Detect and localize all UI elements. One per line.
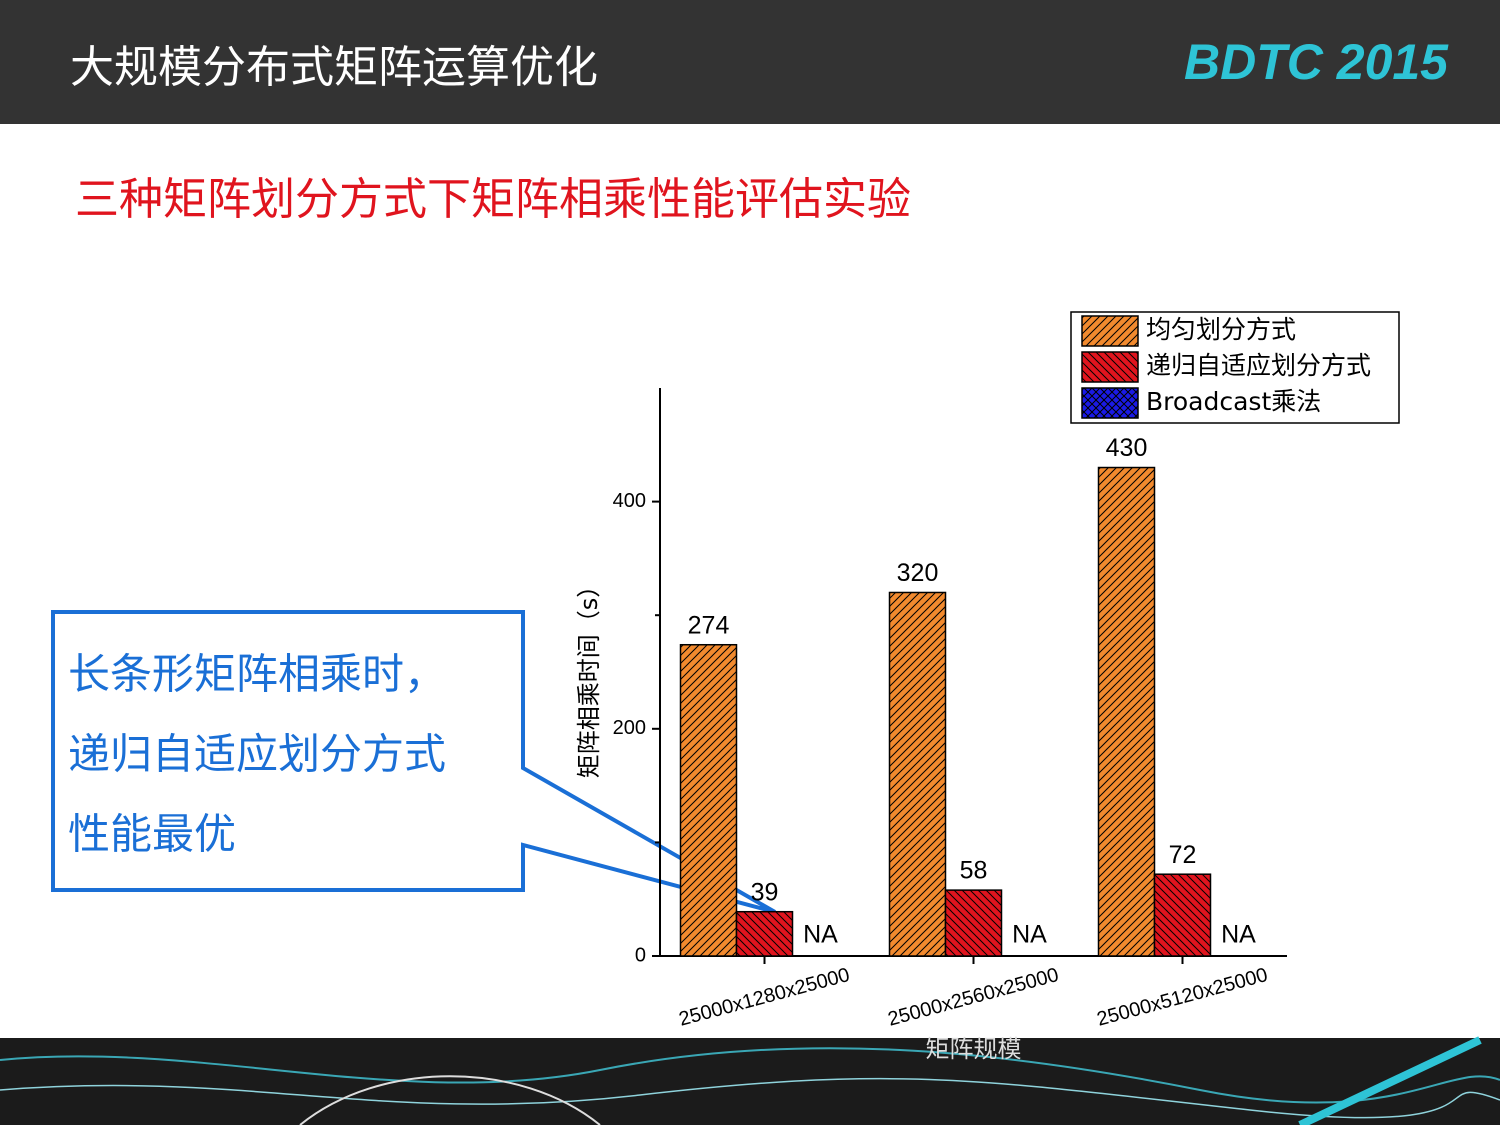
x-axis-label: 矩阵规模 [926,1035,1022,1063]
bar [1097,466,1156,957]
legend-swatch [1081,387,1139,419]
legend-label: 递归自适应划分方式 [1146,351,1371,380]
logo: BDTC 2015 [1184,34,1449,90]
callout-text: 长条形矩阵相乘时， [68,650,446,699]
wave [0,1047,1500,1104]
header-bar [0,0,1500,124]
wave [1298,1036,1482,1125]
bar [679,643,738,957]
value-label: 39 [751,878,779,906]
slide-title: 大规模分布式矩阵运算优化 [70,42,598,93]
callout-box [51,610,776,914]
value-label: 72 [1169,841,1197,869]
value-label: NA [1221,921,1256,949]
legend-swatch [1081,351,1139,383]
value-label: 320 [897,559,939,587]
value-label: 58 [960,857,988,885]
y-tick-label: 0 [635,944,646,966]
value-label: 430 [1106,434,1148,462]
bar [735,910,794,957]
subtitle: 三种矩阵划分方式下矩阵相乘性能评估实验 [75,174,911,225]
y-tick-label: 200 [613,717,646,739]
legend-swatch [1081,315,1139,347]
wave [0,1077,1500,1119]
legend-label: 均匀划分方式 [1146,315,1296,344]
callout-text: 递归自适应划分方式 [68,730,446,779]
bar [1153,873,1212,957]
bar [888,591,947,957]
y-axis-label: 矩阵相乘时间（s） [575,574,603,779]
value-label: 274 [688,611,730,639]
footer-decoration [0,1036,1500,1125]
wave [299,1075,601,1125]
value-label: NA [803,921,838,949]
callout-text: 性能最优 [68,810,236,859]
legend-label: Broadcast乘法 [1146,387,1321,416]
callout: 长条形矩阵相乘时， 递归自适应划分方式 性能最优 [51,610,776,914]
value-label: NA [1012,921,1047,949]
y-tick-label: 400 [613,490,646,512]
bar [944,889,1003,957]
